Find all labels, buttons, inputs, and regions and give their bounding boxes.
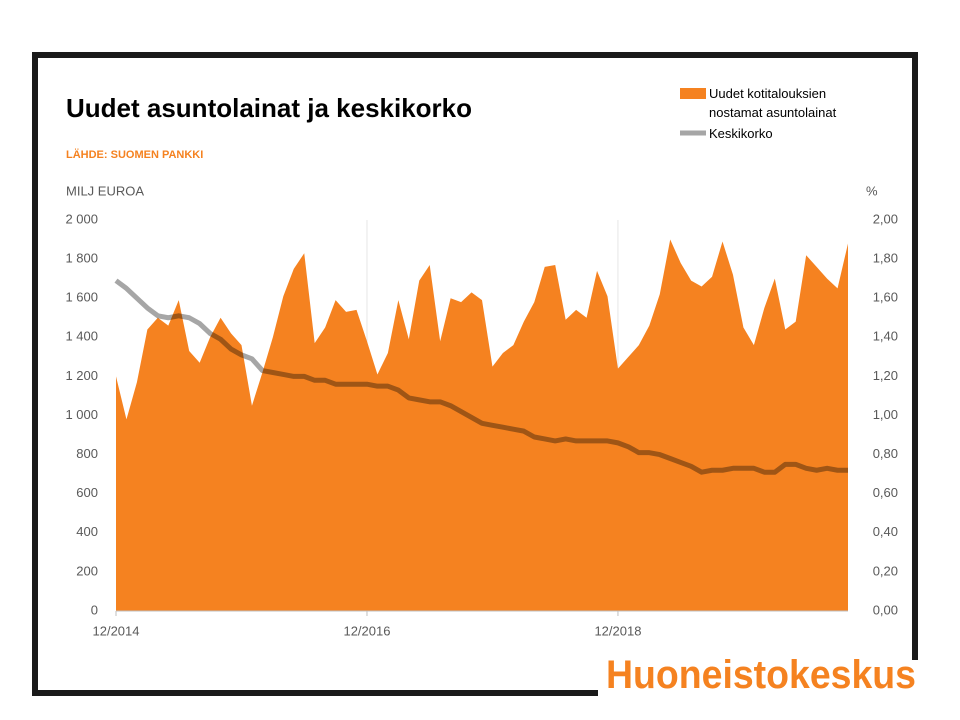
y2-tick-label: 2,00: [873, 211, 898, 226]
y-tick-label: 200: [76, 563, 98, 578]
legend-label: Uudet kotitalouksien nostamat asuntolain…: [709, 86, 837, 120]
y2-tick-label: 0,00: [873, 602, 898, 617]
frame: [32, 690, 598, 696]
x-tick-label: 12/2014: [93, 623, 140, 638]
y2-tick-label: 0,20: [873, 563, 898, 578]
legend-swatch: [680, 88, 706, 99]
y-tick-label: 2 000: [65, 211, 98, 226]
y-tick-label: 1 000: [65, 407, 98, 422]
y-tick-label: 600: [76, 485, 98, 500]
y-tick-label: 1 600: [65, 290, 98, 305]
y-tick-label: 1 800: [65, 251, 98, 266]
chart-title: Uudet asuntolainat ja keskikorko: [66, 93, 472, 123]
subtitle: LÄHDE: SUOMEN PANKKI: [66, 148, 203, 161]
y-tick-label: 1 200: [65, 368, 98, 383]
y2-axis-label: %: [866, 183, 878, 198]
line: [114, 278, 848, 475]
y2-tick-label: 1,60: [873, 290, 898, 305]
y-tick-label: 0: [91, 602, 98, 617]
y2-tick-label: 0,60: [873, 485, 898, 500]
y-tick-label: 1 400: [65, 329, 98, 344]
y-axis-label: MILJ EUROA: [66, 183, 144, 198]
y2-tick-label: 1,20: [873, 368, 898, 383]
x-tick-label: 12/2016: [343, 623, 390, 638]
y2-tick-label: 1,00: [873, 407, 898, 422]
y2-tick-label: 0,80: [873, 446, 898, 461]
y-tick-label: 400: [76, 524, 98, 539]
legend-label: Keskikorko: [709, 126, 773, 141]
frame: [32, 52, 38, 696]
frame: [912, 52, 918, 660]
x-tick-label: 12/2018: [594, 623, 641, 638]
y2-tick-label: 1,80: [873, 251, 898, 266]
y2-tick-label: 1,40: [873, 329, 898, 344]
frame: [32, 52, 918, 58]
logo: Huoneistokeskus: [606, 653, 916, 697]
y2-tick-label: 0,40: [873, 524, 898, 539]
y-tick-label: 800: [76, 446, 98, 461]
